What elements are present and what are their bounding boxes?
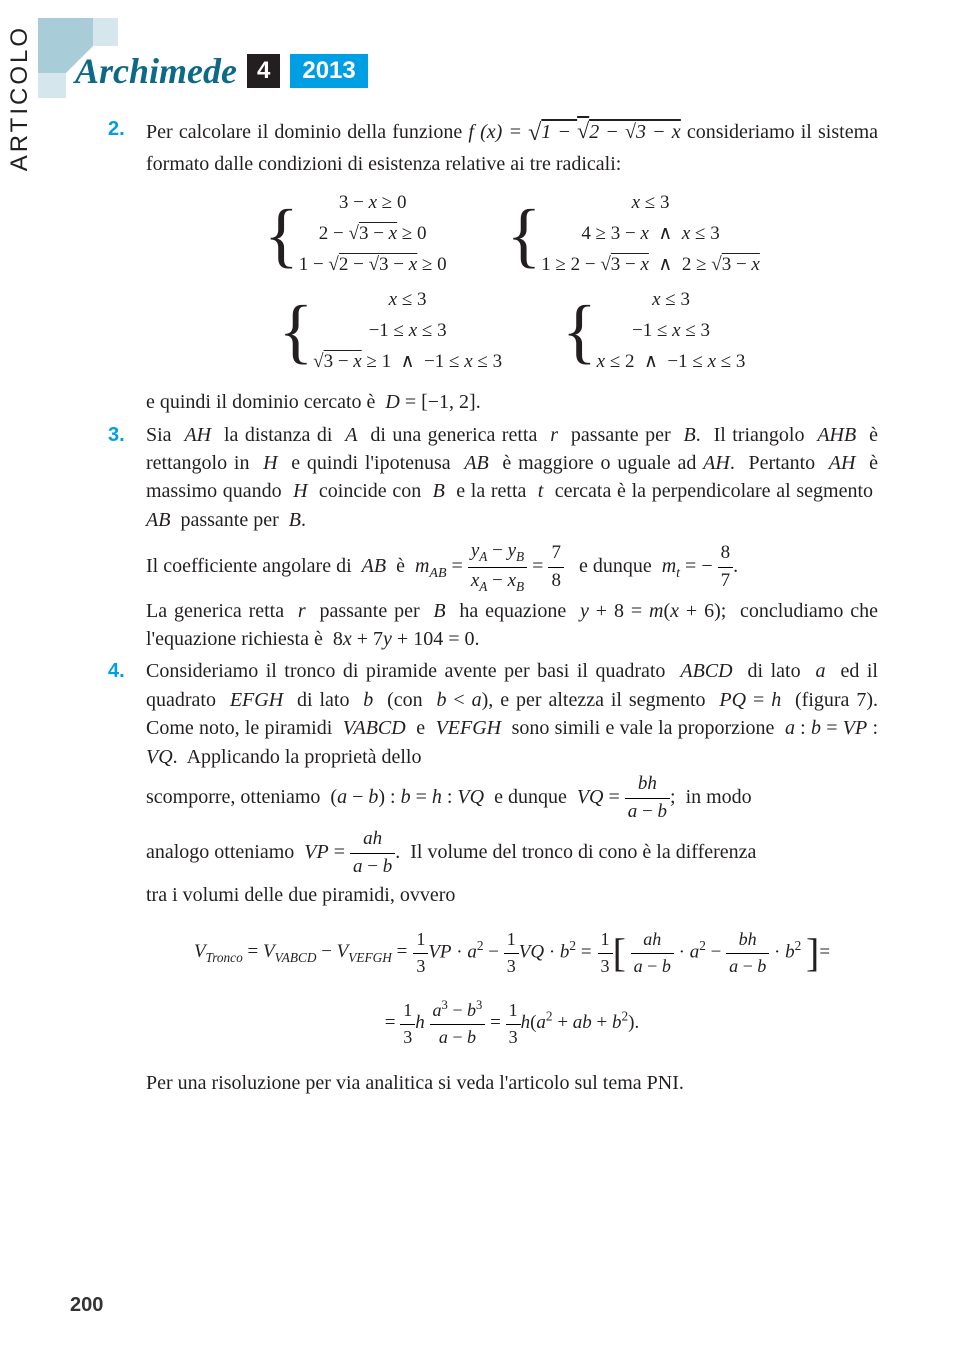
system-1: { 3 − x ≥ 0 2 − √3 − x ≥ 0 1 − √2 − √3 −…: [146, 190, 878, 376]
math-inline: f (x) = √1 − √2 − √3 − x: [468, 121, 680, 143]
item-number: 4.: [108, 657, 146, 1097]
item-number: 3.: [108, 421, 146, 654]
eq: x ≤ 3: [313, 287, 502, 314]
article-content: 2. Per calcolare il dominio della funzio…: [108, 115, 878, 1101]
item-body: Per calcolare il dominio della funzione …: [146, 115, 878, 417]
eq: 4 ≥ 3 − x ∧ x ≤ 3: [541, 221, 760, 248]
closing-text: Per una risoluzione per via analitica si…: [146, 1069, 878, 1097]
item-body: Sia AH la distanza di A di una generica …: [146, 421, 878, 654]
eq: 2 − √3 − x ≥ 0: [299, 221, 447, 248]
eq: 1 ≥ 2 − √3 − x ∧ 2 ≥ √3 − x: [541, 252, 760, 279]
text: Consideriamo il tronco di piramide avent…: [146, 660, 878, 767]
eq: −1 ≤ x ≤ 3: [597, 318, 746, 345]
text: e quindi il dominio cercato è D = [−1, 2…: [146, 388, 878, 416]
item-body: Consideriamo il tronco di piramide avent…: [146, 657, 878, 1097]
page-header: Archimede 4 2013: [75, 50, 368, 92]
side-label: ARTICOLO: [6, 25, 34, 171]
text: tra i volumi delle due piramidi, ovvero: [146, 881, 878, 909]
eq: x ≤ 3: [597, 287, 746, 314]
eq: x ≤ 2 ∧ −1 ≤ x ≤ 3: [597, 349, 746, 376]
issue-number: 4: [247, 54, 280, 88]
item-number: 2.: [108, 115, 146, 417]
text: scomporre, otteniamo (a − b) : b = h : V…: [146, 771, 878, 826]
text: Sia AH la distanza di A di una generica …: [146, 424, 878, 531]
eq: √3 − x ≥ 1 ∧ −1 ≤ x ≤ 3: [313, 349, 502, 376]
item-4: 4. Consideriamo il tronco di piramide av…: [108, 657, 878, 1097]
year: 2013: [290, 54, 367, 88]
text: Il coefficiente angolare di AB è mAB = y…: [146, 538, 878, 596]
eq: 3 − x ≥ 0: [299, 190, 447, 217]
text: Per calcolare il dominio della funzione: [146, 121, 468, 143]
volume-equation: VTronco = VVABCD − VVEFGH = 13VP · a2 − …: [146, 927, 878, 979]
journal-title: Archimede: [75, 50, 237, 92]
volume-equation-2: = 13h a3 − b3a − b = 13h(a2 + ab + b2).: [146, 997, 878, 1050]
item-2: 2. Per calcolare il dominio della funzio…: [108, 115, 878, 417]
eq: x ≤ 3: [541, 190, 760, 217]
eq: 1 − √2 − √3 − x ≥ 0: [299, 252, 447, 279]
text: analogo otteniamo VP = aha − b. Il volum…: [146, 826, 878, 881]
item-3: 3. Sia AH la distanza di A di una generi…: [108, 421, 878, 654]
eq: −1 ≤ x ≤ 3: [313, 318, 502, 345]
text: La generica retta r passante per B ha eq…: [146, 597, 878, 654]
page-number: 200: [70, 1294, 103, 1317]
